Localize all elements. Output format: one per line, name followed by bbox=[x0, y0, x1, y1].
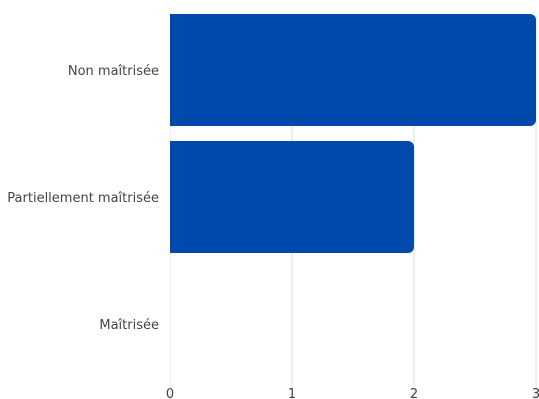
category-label-1: Partiellement maîtrisée bbox=[7, 191, 159, 206]
x-tick-label-2: 2 bbox=[410, 387, 418, 399]
x-tick-label-3: 3 bbox=[532, 387, 539, 399]
bar-1 bbox=[164, 141, 414, 253]
x-tick-label-1: 1 bbox=[288, 387, 296, 399]
category-label-2: Maîtrisée bbox=[99, 318, 159, 333]
category-labels: Non maîtrisée Partiellement maîtrisée Maît… bbox=[7, 64, 159, 333]
bar-0 bbox=[164, 14, 536, 126]
x-tick-label-0: 0 bbox=[166, 387, 174, 399]
x-axis-tick-labels: 0 1 2 3 bbox=[166, 387, 539, 399]
bars bbox=[164, 0, 536, 399]
axis-mask bbox=[164, 0, 170, 399]
category-label-0: Non maîtrisée bbox=[68, 64, 159, 79]
